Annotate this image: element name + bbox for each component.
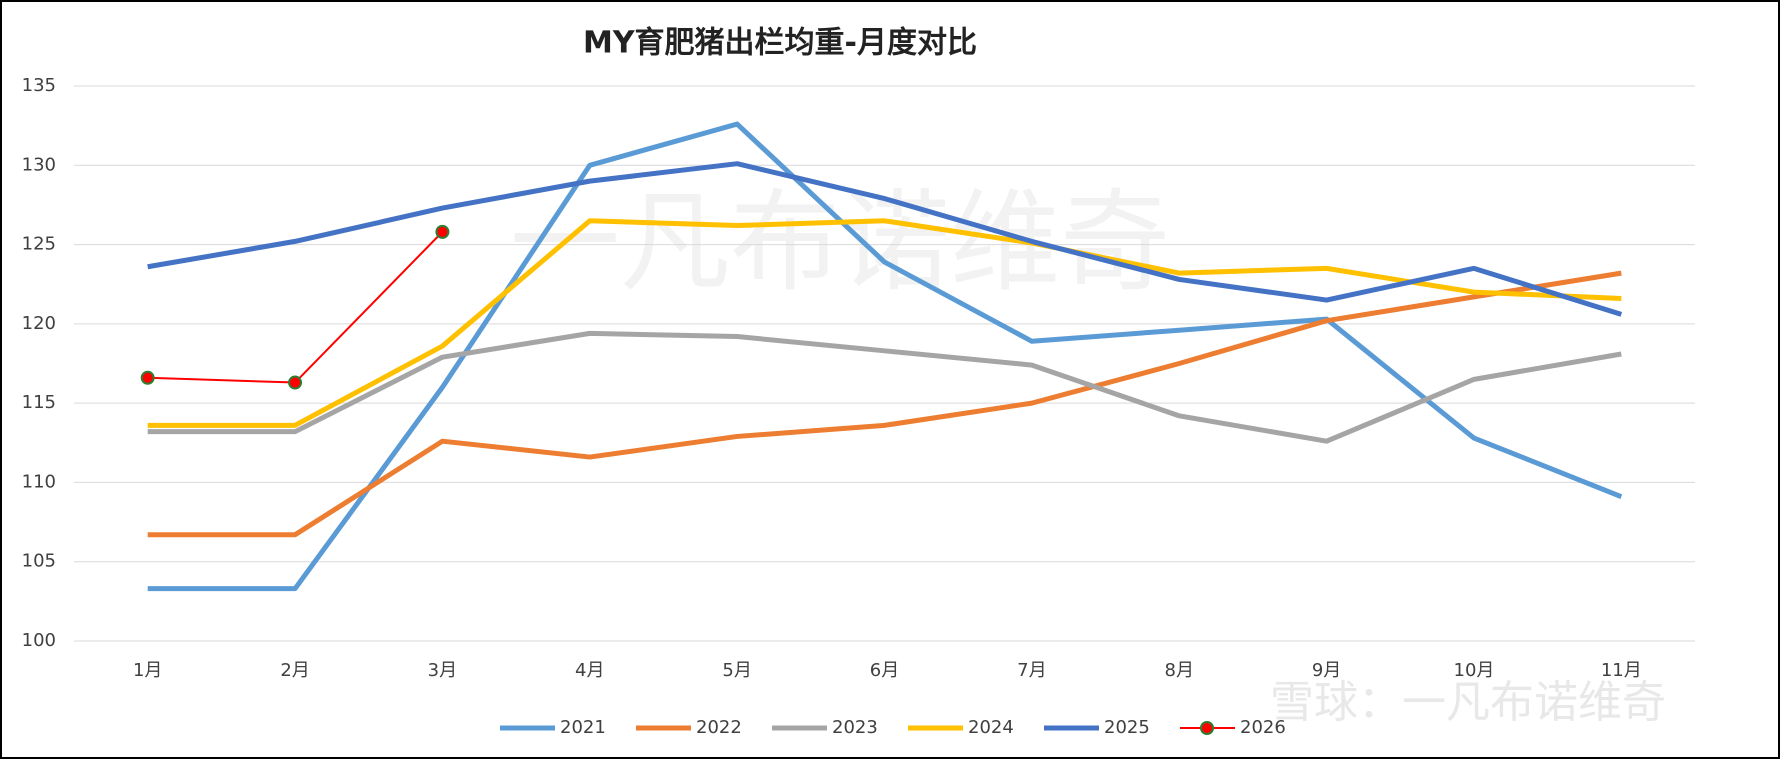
- legend-label: 2022: [696, 717, 742, 738]
- chart-title: MY育肥猪出栏均重-月度对比: [583, 26, 977, 61]
- series-line: [147, 218, 1622, 428]
- series-line: [147, 270, 1622, 538]
- series-marker: [435, 224, 450, 239]
- watermark: 一凡布诺维奇: [510, 178, 1170, 306]
- x-tick-label: 2月: [280, 660, 309, 681]
- x-tick-label: 9月: [1312, 660, 1341, 681]
- y-tick-label: 110: [22, 471, 56, 492]
- y-tick-label: 125: [22, 234, 56, 255]
- x-tick-label: 7月: [1017, 660, 1046, 681]
- x-tick-label: 10月: [1454, 660, 1495, 681]
- legend-label: 2023: [832, 717, 878, 738]
- y-tick-label: 120: [22, 313, 56, 334]
- x-tick-label: 6月: [870, 660, 899, 681]
- x-tick-label: 8月: [1165, 660, 1194, 681]
- x-tick-label: 11月: [1601, 660, 1642, 681]
- legend-label: 2025: [1104, 717, 1150, 738]
- x-tick-label: 5月: [722, 660, 751, 681]
- y-tick-label: 115: [22, 392, 56, 413]
- x-tick-label: 4月: [575, 660, 604, 681]
- x-tick-label: 1月: [133, 660, 162, 681]
- series-line: [147, 330, 1622, 444]
- legend-label: 2021: [560, 717, 606, 738]
- x-tick-label: 3月: [428, 660, 457, 681]
- y-tick-label: 100: [22, 630, 56, 651]
- legend-label: 2024: [968, 717, 1014, 738]
- y-tick-label: 135: [22, 75, 56, 96]
- series-marker: [140, 370, 155, 385]
- series-marker: [288, 375, 303, 390]
- y-tick-label: 130: [22, 154, 56, 175]
- source-mark: 雪球：一凡布诺维奇: [1270, 677, 1666, 728]
- legend-marker: [1200, 721, 1214, 735]
- series-line: [147, 121, 1623, 592]
- legend-label: 2026: [1240, 717, 1286, 738]
- series-line: [147, 161, 1623, 317]
- y-tick-label: 105: [22, 551, 56, 572]
